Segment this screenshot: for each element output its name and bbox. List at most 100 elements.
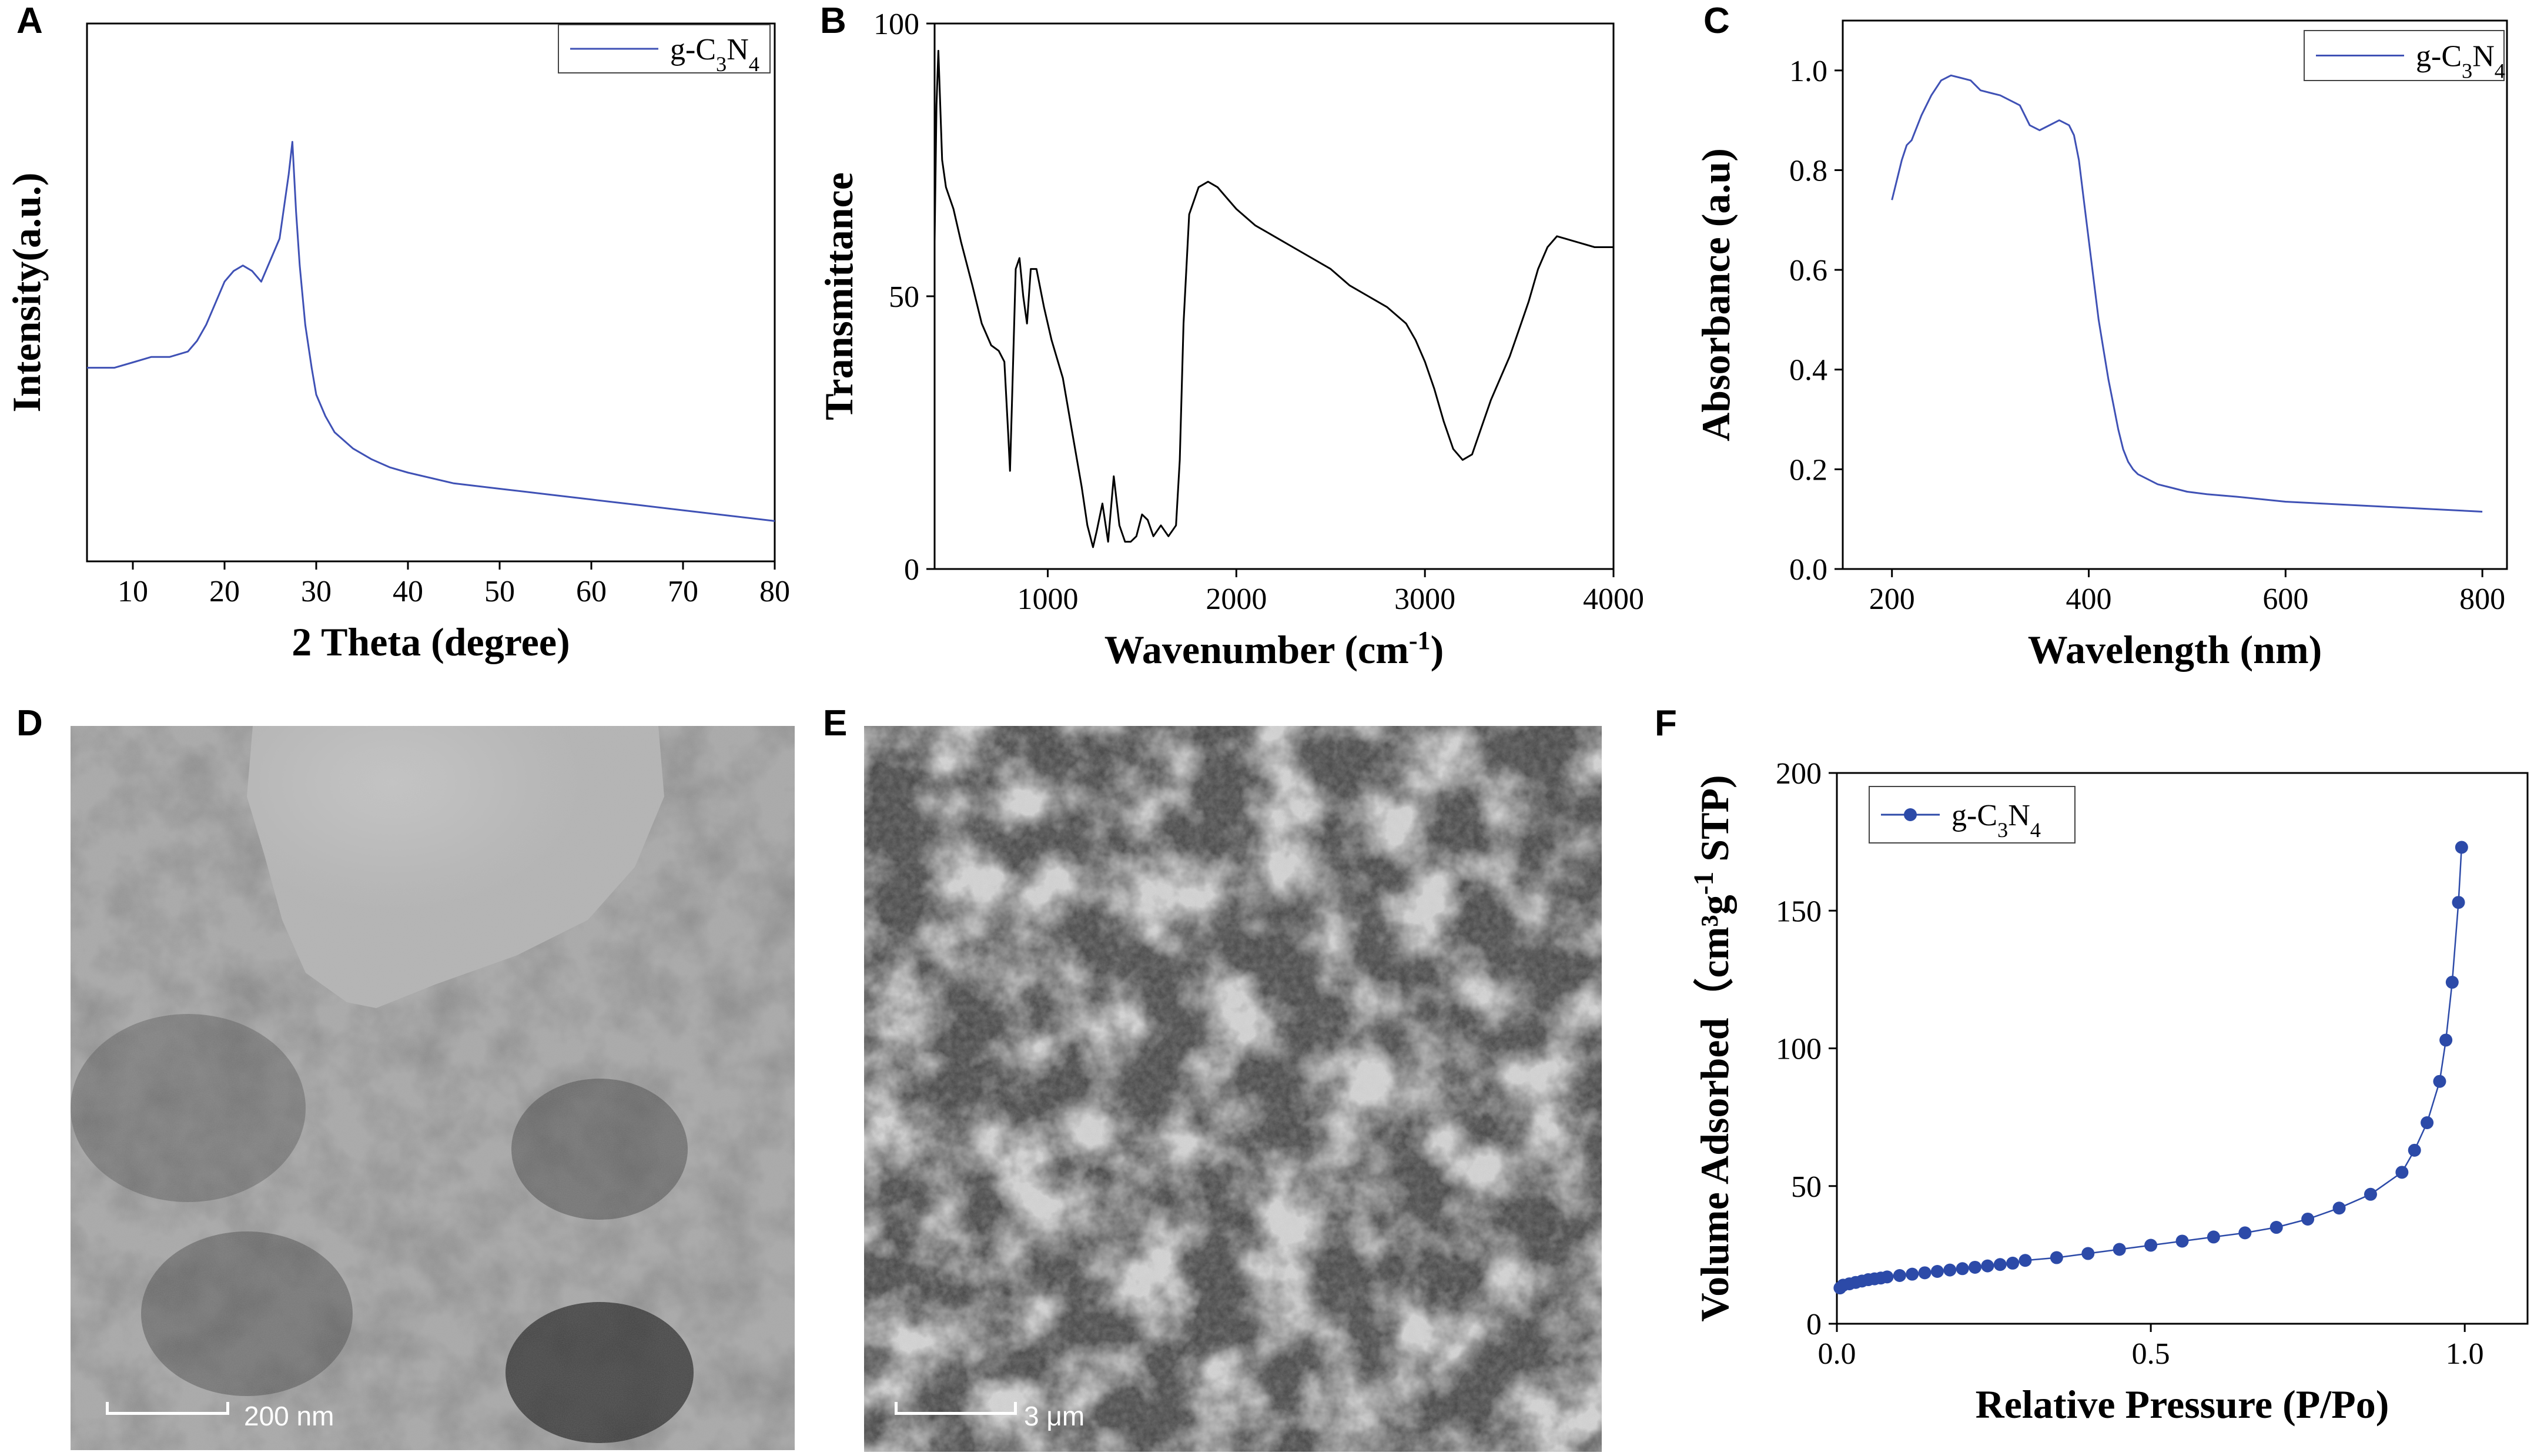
plot-frame — [933, 22, 1615, 570]
panel-label-a: A — [16, 1, 43, 41]
bet-isotherm-chart: 0.0 0.5 1.0 0 50 100 150 200 Relative Pressure (… — [1689, 757, 2529, 1427]
x-axis-label: 2 Theta (degree) — [292, 620, 570, 664]
data-point — [2395, 1166, 2409, 1179]
y-axis-label-sup: -1 — [1689, 872, 1719, 895]
x-tick-label: 80 — [759, 575, 790, 608]
y-tick-label: 0.6 — [1789, 254, 1827, 287]
data-point — [1993, 1258, 2007, 1271]
legend-label: g-C3N4 — [1951, 799, 2041, 842]
panel-label-e: E — [823, 703, 848, 744]
data-point — [1893, 1269, 1906, 1283]
y-tick-label: 150 — [1776, 895, 1822, 928]
x-tick-label: 200 — [1869, 583, 1915, 616]
data-point — [1956, 1262, 1969, 1276]
y-axis-label: Absorbance (a.u) — [1693, 148, 1738, 441]
legend-label-sub: 3 — [1997, 818, 2008, 842]
legend-label-part: N — [727, 33, 749, 66]
data-point — [2238, 1226, 2252, 1240]
plot-frame — [86, 22, 776, 563]
x-tick-label: 0.0 — [1818, 1337, 1856, 1371]
plot-frame — [1842, 19, 2508, 570]
x-tick-label: 0.5 — [2132, 1337, 2170, 1371]
x-tick-label: 3000 — [1394, 583, 1455, 616]
series-line — [1891, 74, 2483, 513]
y-tick-label: 0 — [1806, 1308, 1822, 1341]
tem-image-render — [71, 726, 795, 1450]
ftir-chart: 1000 2000 3000 4000 0 50 100 Wavenumber (cm-1) T… — [816, 8, 1644, 672]
x-tick-label: 4000 — [1583, 583, 1644, 616]
y-tick-label: 100 — [1776, 1033, 1822, 1066]
data-point — [2269, 1221, 2283, 1234]
data-point — [2455, 841, 2468, 854]
data-point — [1969, 1260, 1981, 1274]
y-tick-label: 0 — [904, 553, 919, 587]
tem-image: 200 nm — [71, 726, 795, 1450]
data-point — [2207, 1230, 2220, 1244]
x-tick-label: 30 — [301, 575, 332, 608]
series-line — [933, 49, 1614, 548]
x-tick-label: 10 — [118, 575, 148, 608]
data-point — [2408, 1143, 2421, 1157]
series-line — [87, 140, 775, 522]
data-point — [2332, 1201, 2346, 1215]
x-tick-label: 70 — [668, 575, 698, 608]
data-point — [1981, 1259, 1994, 1273]
x-tick-label: 60 — [576, 575, 607, 608]
y-tick-label: 1.0 — [1789, 55, 1827, 88]
data-point — [2019, 1254, 2032, 1267]
y-axis-label: Transmittance — [816, 172, 861, 420]
y-tick-label: 100 — [873, 8, 919, 41]
scale-bar — [895, 1402, 1017, 1415]
x-tick-label: 400 — [2066, 583, 2112, 616]
panel-label-c: C — [1703, 1, 1730, 41]
data-point — [1930, 1264, 1944, 1278]
legend-label-part: g-C — [670, 33, 716, 66]
y-tick-label: 50 — [1791, 1170, 1822, 1204]
legend-label-sub: 3 — [2462, 59, 2472, 83]
data-point — [2175, 1234, 2189, 1248]
data-point — [1943, 1263, 1957, 1277]
panel-label-f: F — [1655, 703, 1677, 744]
data-point — [2050, 1251, 2063, 1264]
uv-vis-chart: 200 400 600 800 0.0 0.2 0.4 0.6 0.8 1.0 Wavelength… — [1693, 19, 2508, 672]
x-axis-label: Wavelength (nm) — [2028, 627, 2322, 672]
data-point — [2452, 896, 2465, 909]
xrd-chart: 10 20 30 40 50 60 70 80 2 Theta (degree) Intensit… — [4, 22, 790, 664]
x-axis-label-end: ) — [1431, 627, 1444, 672]
data-point — [1918, 1266, 1932, 1280]
data-point — [2301, 1212, 2315, 1226]
legend-label-part: g-C — [2416, 40, 2462, 73]
panel-label-d: D — [16, 703, 43, 744]
y-tick-label: 0.8 — [1789, 154, 1827, 188]
y-tick-label: 200 — [1776, 757, 1822, 791]
scale-bar — [106, 1402, 229, 1415]
data-point — [2445, 976, 2459, 989]
data-point — [2433, 1075, 2446, 1088]
legend-label-sub: 4 — [749, 52, 759, 76]
legend-label: g-C3N4 — [2416, 40, 2505, 83]
x-axis-label-sup: -1 — [1409, 626, 1431, 655]
legend-marker — [1904, 808, 1917, 821]
x-tick-label: 50 — [484, 575, 515, 608]
y-axis-label-end: STP) — [1692, 775, 1737, 871]
x-tick-label: 2000 — [1206, 583, 1267, 616]
data-point — [2439, 1033, 2453, 1047]
legend-label-sub: 3 — [716, 52, 727, 76]
y-tick-label: 0.0 — [1789, 553, 1827, 587]
data-point — [2421, 1116, 2434, 1129]
sem-image-render — [864, 726, 1602, 1452]
data-point — [2144, 1239, 2158, 1252]
data-point — [2081, 1247, 2095, 1260]
y-axis-label: Volume Adsorbed（cm³g-1 STP) — [1689, 775, 1737, 1321]
x-tick-label: 1000 — [1017, 583, 1079, 616]
series-line — [1839, 847, 2463, 1289]
legend-label-sub: 4 — [2030, 818, 2041, 842]
y-tick-label: 50 — [889, 280, 919, 314]
data-point — [2113, 1243, 2126, 1256]
scale-bar-label: 200 nm — [244, 1401, 334, 1431]
legend-label-part: N — [2472, 40, 2495, 73]
legend-label-part: g-C — [1951, 799, 1997, 832]
y-tick-label: 0.2 — [1789, 453, 1827, 487]
legend-label: g-C3N4 — [670, 33, 759, 76]
data-point — [1906, 1267, 1919, 1281]
